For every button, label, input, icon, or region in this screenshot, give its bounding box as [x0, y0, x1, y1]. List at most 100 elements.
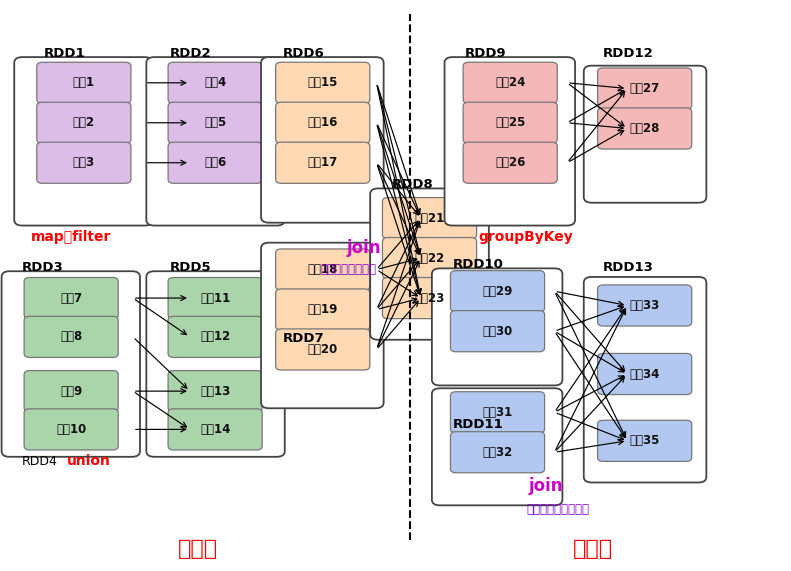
Text: RDD9: RDD9 — [465, 47, 507, 60]
Text: 分区29: 分区29 — [483, 285, 513, 297]
Text: join: join — [346, 239, 381, 258]
FancyBboxPatch shape — [598, 353, 691, 395]
Text: RDD5: RDD5 — [170, 261, 212, 274]
Text: 分区25: 分区25 — [495, 116, 525, 129]
FancyBboxPatch shape — [383, 238, 477, 279]
FancyBboxPatch shape — [598, 68, 691, 109]
FancyBboxPatch shape — [168, 142, 263, 183]
Text: 分区21: 分区21 — [414, 212, 445, 224]
Text: 分区15: 分区15 — [308, 77, 338, 89]
Text: 分区31: 分区31 — [483, 406, 513, 419]
Text: 分区2: 分区2 — [73, 116, 95, 129]
FancyBboxPatch shape — [276, 62, 369, 103]
FancyBboxPatch shape — [598, 285, 691, 326]
FancyBboxPatch shape — [168, 278, 263, 319]
FancyBboxPatch shape — [584, 66, 706, 203]
FancyBboxPatch shape — [432, 388, 562, 505]
FancyBboxPatch shape — [451, 311, 545, 352]
FancyBboxPatch shape — [451, 432, 545, 473]
Text: groupByKey: groupByKey — [479, 230, 573, 244]
FancyBboxPatch shape — [464, 102, 557, 143]
Text: 分区1: 分区1 — [73, 77, 95, 89]
FancyBboxPatch shape — [168, 62, 263, 103]
Text: 对输入做协同划分: 对输入做协同划分 — [320, 263, 376, 276]
Text: 分区23: 分区23 — [414, 292, 445, 304]
Text: 分区18: 分区18 — [308, 263, 338, 276]
FancyBboxPatch shape — [276, 142, 369, 183]
FancyBboxPatch shape — [168, 409, 263, 450]
FancyBboxPatch shape — [598, 108, 691, 149]
Text: 分区30: 分区30 — [483, 325, 513, 337]
FancyBboxPatch shape — [37, 142, 131, 183]
FancyBboxPatch shape — [2, 271, 140, 457]
FancyBboxPatch shape — [464, 142, 557, 183]
FancyBboxPatch shape — [598, 420, 691, 461]
Text: 分区33: 分区33 — [630, 299, 660, 312]
Text: 分区8: 分区8 — [60, 331, 82, 343]
Text: 分区16: 分区16 — [308, 116, 338, 129]
Text: 分区35: 分区35 — [630, 435, 660, 447]
Text: 分区24: 分区24 — [495, 77, 525, 89]
Text: 分区14: 分区14 — [200, 423, 230, 436]
FancyBboxPatch shape — [451, 392, 545, 433]
Text: 分区7: 分区7 — [60, 292, 82, 304]
Text: 分区27: 分区27 — [630, 82, 660, 95]
FancyBboxPatch shape — [584, 277, 706, 482]
FancyBboxPatch shape — [261, 243, 384, 408]
Text: 分区3: 分区3 — [73, 156, 95, 169]
Text: 分区20: 分区20 — [308, 343, 338, 356]
FancyBboxPatch shape — [146, 57, 285, 226]
Text: 分区9: 分区9 — [60, 385, 82, 397]
FancyBboxPatch shape — [276, 289, 369, 330]
Text: 分区6: 分区6 — [204, 156, 226, 169]
Text: 分区10: 分区10 — [56, 423, 86, 436]
FancyBboxPatch shape — [261, 57, 384, 223]
Text: join: join — [528, 477, 563, 496]
FancyBboxPatch shape — [25, 316, 119, 357]
Text: 分区26: 分区26 — [495, 156, 525, 169]
Text: RDD11: RDD11 — [452, 418, 503, 431]
Text: 分区22: 分区22 — [414, 252, 445, 264]
Text: RDD8: RDD8 — [392, 178, 433, 191]
FancyBboxPatch shape — [37, 62, 131, 103]
Text: 分区34: 分区34 — [630, 368, 660, 380]
Text: 分区19: 分区19 — [308, 303, 338, 316]
FancyBboxPatch shape — [168, 371, 263, 412]
Text: RDD6: RDD6 — [283, 47, 325, 60]
FancyBboxPatch shape — [168, 102, 263, 143]
FancyBboxPatch shape — [14, 57, 153, 226]
Text: union: union — [67, 455, 111, 468]
FancyBboxPatch shape — [383, 198, 477, 239]
FancyBboxPatch shape — [25, 278, 119, 319]
Text: 分区12: 分区12 — [200, 331, 230, 343]
FancyBboxPatch shape — [25, 371, 119, 412]
Text: 分区32: 分区32 — [483, 446, 513, 459]
Text: RDD12: RDD12 — [603, 47, 653, 60]
Text: RDD7: RDD7 — [283, 332, 325, 345]
Text: RDD4: RDD4 — [22, 455, 58, 468]
FancyBboxPatch shape — [276, 102, 369, 143]
Text: 分区13: 分区13 — [200, 385, 230, 397]
Text: 窄依赖: 窄依赖 — [178, 539, 218, 560]
Text: 对输入做非协同划分: 对输入做非协同划分 — [526, 503, 589, 516]
Text: RDD10: RDD10 — [452, 258, 503, 271]
Text: 分区17: 分区17 — [308, 156, 338, 169]
FancyBboxPatch shape — [451, 271, 545, 312]
FancyBboxPatch shape — [464, 62, 557, 103]
FancyBboxPatch shape — [276, 329, 369, 370]
Text: RDD3: RDD3 — [22, 261, 64, 274]
Text: RDD13: RDD13 — [603, 261, 653, 274]
FancyBboxPatch shape — [276, 249, 369, 290]
FancyBboxPatch shape — [37, 102, 131, 143]
Text: 分区28: 分区28 — [630, 122, 660, 135]
FancyBboxPatch shape — [445, 57, 575, 226]
Text: 宽依赖: 宽依赖 — [573, 539, 613, 560]
FancyBboxPatch shape — [370, 188, 489, 340]
FancyBboxPatch shape — [432, 268, 562, 385]
Text: 分区5: 分区5 — [204, 116, 226, 129]
Text: map，filter: map，filter — [31, 230, 112, 244]
FancyBboxPatch shape — [146, 271, 285, 457]
FancyBboxPatch shape — [383, 278, 477, 319]
Text: 分区11: 分区11 — [200, 292, 230, 304]
Text: 分区4: 分区4 — [204, 77, 226, 89]
